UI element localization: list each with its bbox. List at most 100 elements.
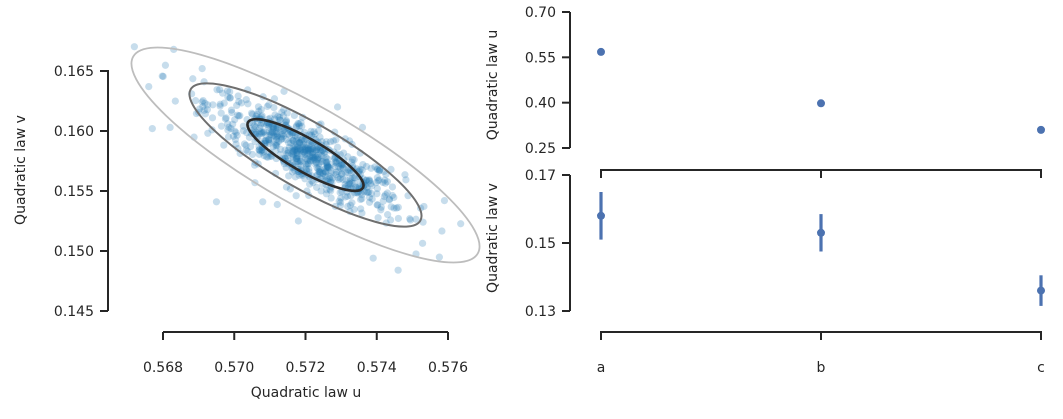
v-panel-point <box>817 228 825 237</box>
scatter-point <box>228 108 236 117</box>
scatter-point <box>282 116 291 125</box>
scatter-point <box>327 194 335 202</box>
scatter-point <box>203 106 211 114</box>
u-panel-y-tick-label: 0.55 <box>525 50 556 66</box>
scatter-point <box>306 145 314 153</box>
scatter-point <box>270 103 278 112</box>
scatter-point <box>279 130 287 138</box>
scatter-point <box>213 86 221 94</box>
scatter-point <box>272 126 280 134</box>
scatter-point <box>314 154 322 162</box>
scatter-point <box>332 170 340 179</box>
scatter-point <box>375 166 384 174</box>
scatter-point <box>314 146 322 154</box>
scatter-point <box>342 176 350 184</box>
scatter-point <box>199 97 207 105</box>
scatter-point <box>381 191 390 199</box>
scatter-point <box>313 155 321 164</box>
scatter-point <box>316 146 324 154</box>
scatter-point <box>440 197 449 205</box>
scatter-point <box>344 202 352 210</box>
scatter-point <box>344 153 352 161</box>
scatter-point <box>315 127 323 135</box>
scatter-point <box>293 155 301 163</box>
scatter-point <box>270 132 278 140</box>
scatter-point <box>201 99 209 107</box>
scatter-point <box>198 65 206 73</box>
density-contour-1-sd <box>246 117 365 193</box>
scatter-point <box>350 174 358 182</box>
scatter-point <box>390 193 398 202</box>
scatter-point <box>390 204 398 212</box>
scatter-point <box>270 115 279 123</box>
scatter-point <box>288 147 296 155</box>
scatter-point <box>307 127 315 135</box>
scatter-point <box>308 145 316 153</box>
scatter-point <box>309 144 317 153</box>
scatter-point <box>268 128 276 136</box>
scatter-point <box>250 122 258 130</box>
scatter-point <box>375 167 383 175</box>
scatter-point <box>356 195 365 204</box>
scatter-point <box>374 165 382 174</box>
scatter-point <box>337 198 345 206</box>
scatter-point <box>322 164 330 172</box>
scatter-point <box>252 123 260 131</box>
scatter-point <box>359 160 367 169</box>
density-contour-3-sd <box>130 46 481 264</box>
scatter-point <box>265 128 273 136</box>
scatter-point <box>322 158 330 167</box>
scatter-point <box>223 87 232 95</box>
scatter-point <box>286 185 294 193</box>
scatter-point <box>296 146 305 155</box>
scatter-x-tick-label: 0.576 <box>428 360 468 376</box>
scatter-point <box>318 151 326 160</box>
scatter-point <box>296 138 304 147</box>
scatter-point <box>255 130 264 138</box>
scatter-point <box>200 106 208 114</box>
scatter-point <box>233 111 242 119</box>
scatter-point <box>284 149 292 157</box>
scatter-point <box>325 174 333 183</box>
scatter-point <box>311 153 320 161</box>
scatter-point <box>234 144 242 153</box>
scatter-point <box>199 103 207 111</box>
scatter-point <box>302 160 310 168</box>
scatter-point <box>159 72 167 81</box>
scatter-point <box>216 102 224 110</box>
scatter-point <box>260 137 268 145</box>
scatter-point <box>272 135 281 144</box>
scatter-point <box>289 154 298 162</box>
scatter-point <box>245 133 254 141</box>
scatter-point <box>171 97 179 105</box>
scatter-point <box>348 155 357 163</box>
scatter-point <box>327 167 335 175</box>
scatter-point <box>293 143 302 151</box>
scatter-point <box>310 128 318 136</box>
scatter-point <box>341 193 349 201</box>
scatter-point <box>314 153 323 162</box>
scatter-point <box>388 191 397 200</box>
scatter-point <box>339 164 347 172</box>
scatter-point <box>302 162 311 170</box>
scatter-point <box>309 148 317 157</box>
scatter-point <box>267 136 275 144</box>
scatter-point <box>312 158 320 166</box>
scatter-point <box>338 170 346 178</box>
scatter-point <box>231 127 239 135</box>
scatter-point <box>291 132 299 140</box>
scatter-point <box>322 138 330 146</box>
scatter-point <box>322 157 330 165</box>
scatter-point <box>324 163 332 171</box>
u-panel-y-tick-label: 0.25 <box>525 141 556 157</box>
scatter-point <box>323 158 331 166</box>
scatter-point <box>317 168 325 177</box>
scatter-point <box>336 188 344 197</box>
scatter-point <box>288 168 297 176</box>
scatter-point <box>385 195 393 203</box>
scatter-point <box>306 153 314 161</box>
scatter-point <box>293 133 301 141</box>
scatter-point <box>294 157 302 166</box>
u-panel-y-tick-label: 0.70 <box>525 5 556 21</box>
